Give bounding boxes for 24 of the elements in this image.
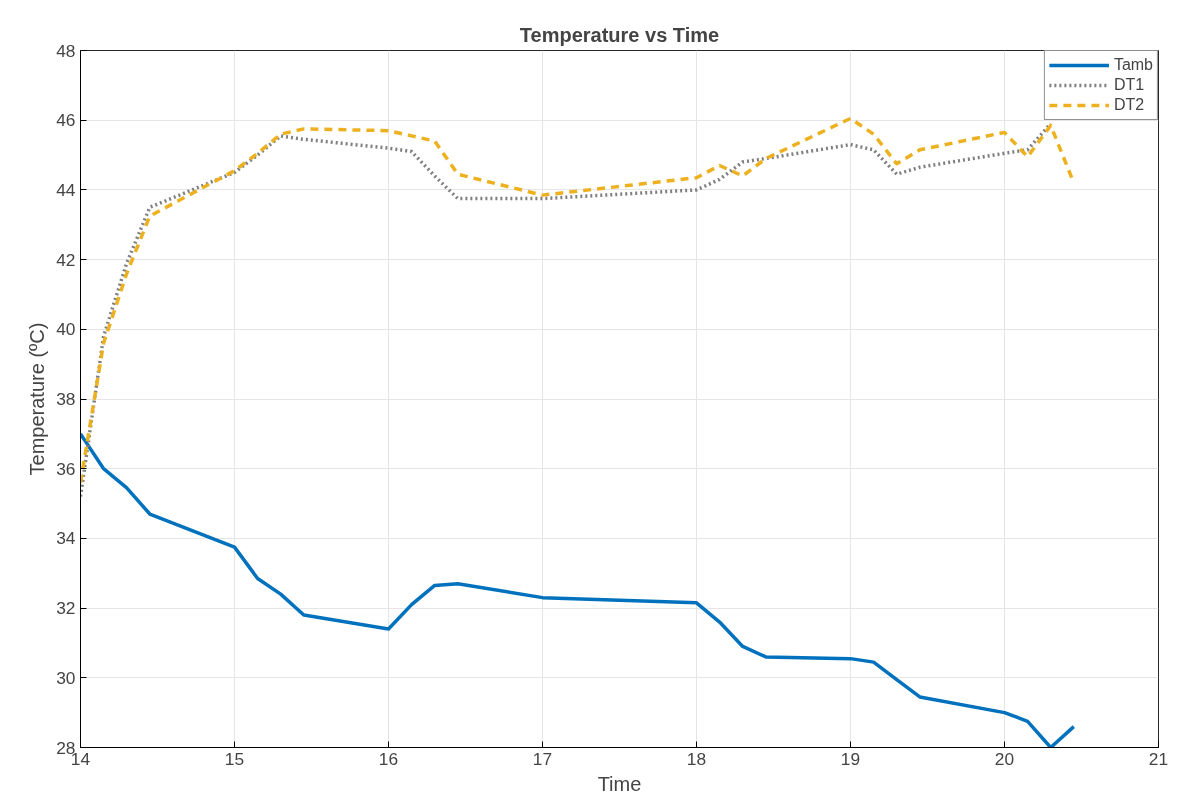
legend-label: DT1 — [1113, 76, 1145, 94]
chart-title: Temperature vs Time — [519, 23, 720, 46]
y-tick-label: 36 — [56, 458, 76, 479]
y-axis-title: Temperature (ºC) — [26, 322, 49, 476]
x-tick-label: 15 — [224, 748, 245, 769]
legend-label: DT2 — [1113, 96, 1145, 114]
y-tick-label: 42 — [56, 249, 76, 270]
legend-label: Tamb — [1113, 56, 1153, 74]
y-tick-label: 44 — [56, 179, 76, 200]
y-tick-label: 32 — [56, 598, 76, 619]
x-tick-label: 20 — [994, 748, 1015, 769]
line-series — [80, 432, 1076, 748]
x-tick-label: 18 — [686, 748, 707, 769]
x-tick-label: 17 — [532, 748, 553, 769]
y-tick-label: 40 — [56, 319, 76, 340]
x-tick-label: 16 — [378, 748, 399, 769]
y-tick-label: 30 — [56, 667, 76, 688]
y-tick-label: 34 — [56, 528, 76, 549]
y-tick-label: 38 — [56, 389, 76, 409]
y-tick-label: 46 — [56, 110, 76, 131]
x-axis-title: Time — [597, 772, 642, 795]
x-tick-label: 19 — [840, 748, 861, 769]
x-tick-label: 21 — [1148, 748, 1169, 769]
y-tick-label: 48 — [56, 40, 76, 61]
